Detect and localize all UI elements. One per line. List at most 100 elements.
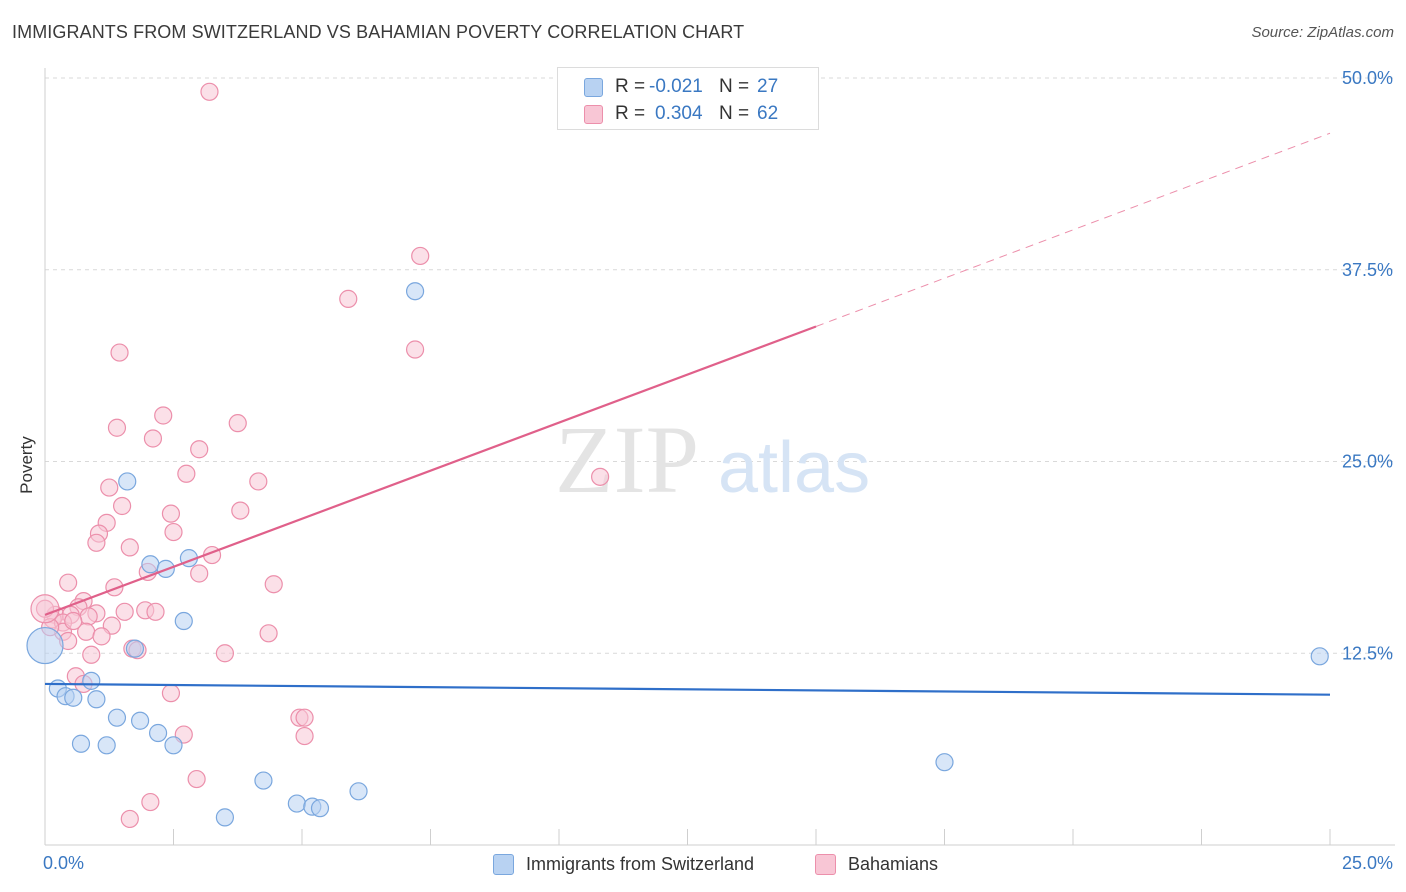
bahamians-point	[30, 594, 60, 624]
stats-legend: R = -0.021 N = 27 R = 0.304 N = 62	[557, 67, 819, 130]
bahamians-point	[79, 607, 98, 626]
bahamians-trendline-extension	[815, 132, 1331, 327]
legend-n-value: 62	[757, 103, 779, 124]
legend-r-value: -0.021	[649, 76, 703, 97]
bottom-legend-bahamians[interactable]: Bahamians	[815, 852, 938, 876]
bahamians-point	[215, 644, 234, 663]
switzerland-point	[26, 626, 64, 665]
legend-swatch-pink	[584, 104, 603, 124]
bahamians-point	[87, 533, 106, 552]
switzerland-point	[287, 794, 306, 813]
chart-title: IMMIGRANTS FROM SWITZERLAND VS BAHAMIAN …	[12, 22, 745, 42]
bahamians-point	[161, 504, 181, 523]
bahamians-point	[200, 82, 219, 101]
bahamians-point	[92, 627, 111, 646]
bahamians-point	[264, 575, 283, 594]
bahamians-point	[591, 467, 610, 486]
bahamians-point	[405, 340, 425, 359]
switzerland-point	[82, 671, 101, 690]
switzerland-point	[130, 711, 150, 730]
bahamians-point	[339, 289, 358, 308]
bahamians-point	[82, 645, 101, 664]
switzerland-point	[118, 472, 137, 491]
bahamians-point	[100, 478, 119, 497]
bahamians-point	[228, 414, 247, 433]
legend-n-label: N =	[719, 76, 750, 97]
y-tick-label: 12.5%	[1342, 643, 1393, 663]
watermark: ZIP atlas	[555, 406, 870, 513]
bahamians-point	[177, 464, 196, 483]
switzerland-point	[64, 688, 83, 707]
legend-r-label: R =	[615, 76, 646, 97]
switzerland-point	[107, 708, 127, 727]
grid-layer	[45, 77, 1395, 654]
bahamians-point	[59, 573, 78, 592]
y-tick-label: 25.0%	[1342, 452, 1393, 472]
bahamians-point	[141, 792, 160, 812]
legend-row-switzerland: R = -0.021 N = 27	[584, 74, 778, 100]
bahamians-point	[164, 522, 183, 542]
legend-swatch-blue	[584, 77, 603, 97]
bottom-legend-label: Immigrants from Switzerland	[526, 853, 755, 874]
x-tick-label-min: 0.0%	[43, 853, 84, 873]
bahamians-point	[231, 501, 250, 520]
bahamians-point	[110, 343, 129, 362]
legend-n-label: N =	[719, 103, 750, 124]
bahamians-point	[190, 440, 209, 459]
bahamians-point	[120, 809, 139, 829]
switzerland-point	[148, 723, 168, 743]
bahamians-point	[154, 406, 173, 425]
bahamians-point	[107, 418, 127, 437]
tick-label-layer: 12.5% 25.0% 37.5% 50.0% 0.0% 25.0%	[43, 68, 1393, 873]
bahamians-point	[190, 564, 209, 583]
bahamians-point	[120, 538, 139, 557]
bottom-legend-switzerland[interactable]: Immigrants from Switzerland	[493, 852, 754, 876]
switzerland-point	[141, 555, 160, 574]
bottom-legend-swatch-blue	[493, 853, 514, 875]
switzerland-point	[405, 282, 425, 301]
bahamians-point	[112, 496, 132, 516]
bahamians-point	[411, 246, 430, 266]
legend-n-value: 27	[757, 76, 779, 97]
y-tick-label: 50.0%	[1342, 68, 1393, 88]
bahamians-point	[187, 769, 206, 789]
switzerland-point	[310, 799, 330, 818]
y-axis-label: Poverty	[17, 436, 36, 494]
bahamians-point	[249, 472, 268, 491]
source-label: Source: ZipAtlas.com	[1251, 24, 1394, 41]
bahamians-point	[161, 684, 181, 703]
bahamians-point	[295, 726, 314, 746]
axis-layer	[44, 68, 1395, 846]
y-tick-label: 37.5%	[1342, 260, 1393, 280]
watermark-atlas: atlas	[718, 428, 870, 508]
switzerland-point	[174, 611, 193, 631]
switzerland-point	[1310, 647, 1329, 666]
bahamians-trendline	[44, 325, 817, 616]
switzerland-trendline	[44, 682, 1331, 696]
bahamians-point	[115, 602, 134, 621]
switzerland-point	[349, 782, 368, 801]
watermark-zip: ZIP	[555, 406, 699, 513]
switzerland-point	[71, 734, 91, 753]
switzerland-point	[254, 771, 273, 790]
points-layer	[26, 82, 1329, 829]
switzerland-point	[87, 690, 106, 709]
legend-r-label: R =	[615, 103, 646, 124]
x-tick-label-max: 25.0%	[1342, 853, 1393, 873]
switzerland-point	[97, 736, 116, 755]
bahamians-point	[143, 429, 163, 448]
bahamians-point	[146, 602, 165, 621]
bottom-legend-swatch-pink	[815, 853, 836, 875]
switzerland-point	[164, 736, 183, 755]
bottom-legend-label: Bahamians	[848, 853, 939, 874]
switzerland-point	[935, 753, 954, 772]
bahamians-point	[259, 624, 278, 643]
trend-layer	[44, 132, 1331, 696]
legend-r-value: 0.304	[655, 103, 703, 124]
legend-row-bahamians: R = 0.304 N = 62	[584, 101, 778, 127]
switzerland-point	[125, 639, 145, 658]
bahamians-point	[64, 611, 83, 631]
bahamians-point	[295, 708, 314, 727]
switzerland-point	[215, 808, 234, 827]
